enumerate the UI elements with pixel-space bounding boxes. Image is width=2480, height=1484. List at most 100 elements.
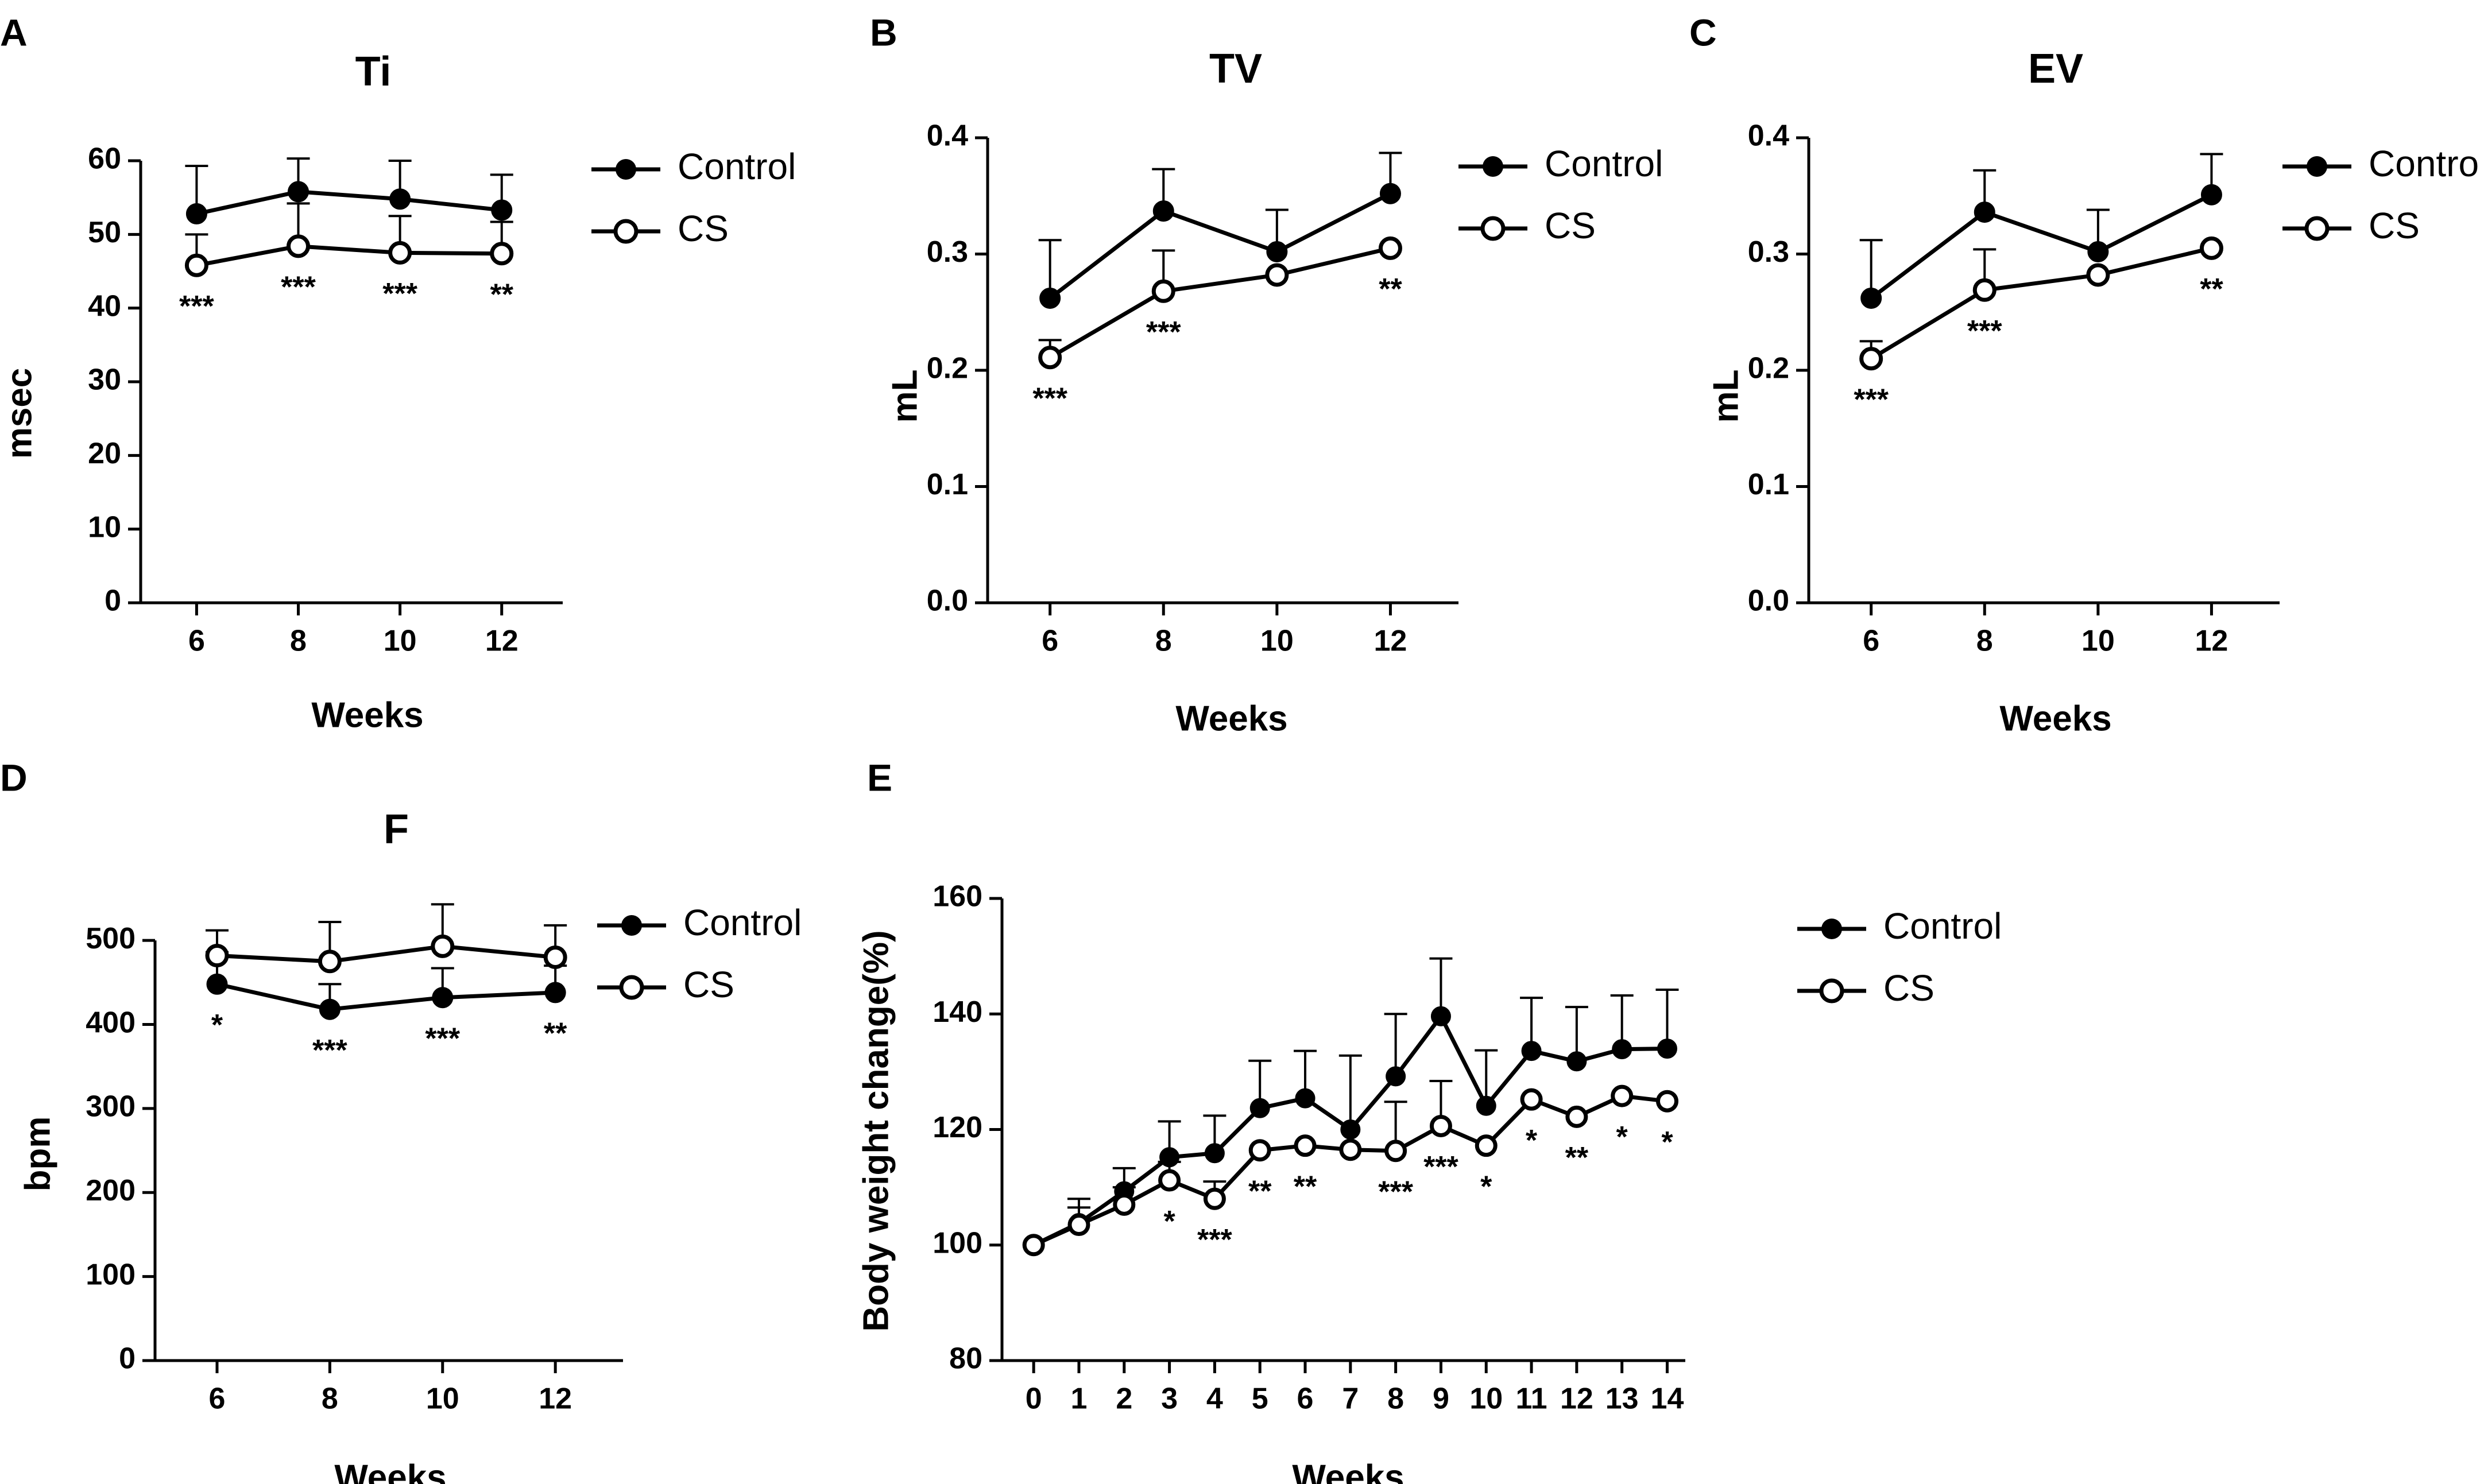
data-point-cs	[1158, 1169, 1181, 1192]
data-point-cs	[1022, 1234, 1045, 1257]
data-point-control	[1386, 1066, 1406, 1087]
significance-marker: ***	[1032, 382, 1067, 415]
data-point-control	[319, 998, 341, 1020]
data-point-control	[288, 181, 309, 203]
chart-title: Ti	[355, 49, 392, 95]
data-point-cs	[1378, 236, 1402, 260]
data-point-control	[1379, 183, 1401, 204]
legend-marker-cs	[619, 975, 644, 1000]
data-point-cs	[1067, 1214, 1090, 1237]
series-line-control	[1049, 192, 1392, 300]
data-point-control	[1159, 1147, 1180, 1168]
data-point-cs	[1611, 1084, 1634, 1107]
x-tick-label: 12	[1374, 625, 1407, 658]
data-point-cs	[1520, 1088, 1543, 1111]
legend-label: Control	[1545, 143, 1663, 184]
x-tick-label: 4	[1206, 1382, 1223, 1416]
x-tick-label: 9	[1433, 1382, 1449, 1416]
legend-marker-control	[621, 915, 642, 936]
panel-label: C	[1689, 11, 1717, 53]
x-tick-label: 2	[1116, 1382, 1132, 1416]
legend-label: CS	[678, 208, 729, 249]
legend-label: CS	[2369, 205, 2420, 246]
x-tick-label: 5	[1252, 1382, 1268, 1416]
panel-label: B	[870, 11, 897, 53]
x-tick-label: 6	[1863, 625, 1879, 658]
y-tick-label: 0.0	[1748, 584, 1789, 618]
data-point-control	[1340, 1119, 1361, 1140]
data-point-control	[1612, 1039, 1632, 1060]
y-tick-label: 0	[105, 584, 121, 618]
x-tick-label: 10	[384, 625, 417, 658]
x-axis-label: Weeks	[1292, 1458, 1404, 1484]
x-axis-label: Weeks	[311, 695, 423, 735]
legend-label: CS	[1545, 205, 1596, 246]
y-tick-label: 0.3	[927, 235, 968, 269]
data-point-control	[1039, 287, 1061, 309]
y-tick-label: 60	[88, 142, 121, 176]
significance-marker: **	[1248, 1175, 1272, 1208]
y-tick-label: 10	[88, 510, 121, 544]
x-tick-label: 6	[209, 1382, 226, 1416]
legend-label: Control	[2369, 143, 2480, 184]
x-tick-label: 12	[2195, 625, 2228, 658]
data-point-control	[1521, 1041, 1542, 1061]
y-axis-label: msec	[0, 368, 39, 459]
y-tick-label: 0.2	[1748, 352, 1789, 385]
legend-label: CS	[1883, 967, 1935, 1009]
data-point-cs	[1265, 263, 1289, 287]
significance-marker: ***	[425, 1022, 460, 1055]
panel-label: E	[867, 756, 892, 799]
significance-marker: ***	[382, 277, 417, 311]
significance-marker: **	[1379, 273, 1402, 306]
significance-marker: ***	[1967, 315, 2002, 348]
x-axis-label: Weeks	[1175, 699, 1287, 738]
series-line-cs	[1870, 246, 2212, 361]
significance-marker: *	[1661, 1126, 1673, 1159]
data-point-control	[185, 203, 207, 224]
data-point-cs	[1038, 346, 1062, 370]
data-point-control	[2200, 184, 2222, 206]
data-point-control	[491, 199, 513, 221]
data-point-cs	[287, 234, 311, 258]
y-tick-label: 160	[933, 880, 982, 913]
significance-marker: **	[2200, 273, 2223, 306]
legend-label: CS	[683, 964, 734, 1005]
data-point-control	[1295, 1088, 1316, 1109]
y-tick-label: 140	[933, 995, 982, 1029]
x-tick-label: 10	[2082, 625, 2115, 658]
legend-label: Control	[678, 146, 796, 187]
data-point-control	[389, 188, 411, 210]
data-point-cs	[388, 241, 412, 265]
data-point-cs	[1972, 278, 1997, 302]
x-tick-label: 3	[1161, 1382, 1178, 1416]
chart-title: EV	[2028, 46, 2083, 92]
x-tick-label: 13	[1605, 1382, 1639, 1416]
significance-marker: *	[211, 1009, 223, 1042]
significance-marker: ***	[1423, 1150, 1458, 1184]
data-point-control	[2087, 241, 2109, 262]
significance-marker: **	[1565, 1141, 1589, 1175]
y-tick-label: 0.0	[927, 584, 968, 618]
data-point-cs	[1565, 1105, 1588, 1128]
data-point-control	[1249, 1098, 1270, 1118]
legend-marker-cs	[1480, 216, 1506, 241]
significance-marker: **	[490, 278, 513, 311]
data-point-cs	[1429, 1114, 1452, 1137]
data-point-cs	[184, 253, 208, 277]
y-tick-label: 300	[86, 1090, 136, 1123]
y-axis-label: bpm	[18, 1117, 57, 1192]
y-tick-label: 120	[933, 1111, 982, 1144]
series-line-control	[1870, 193, 2213, 300]
data-point-cs	[1248, 1139, 1271, 1162]
y-tick-label: 400	[86, 1006, 136, 1039]
x-tick-label: 8	[1155, 625, 1172, 658]
x-tick-label: 8	[322, 1382, 338, 1416]
data-point-control	[1566, 1051, 1587, 1072]
data-point-cs	[1384, 1140, 1407, 1163]
significance-marker: *	[1480, 1170, 1492, 1203]
x-tick-label: 8	[1976, 625, 1993, 658]
significance-marker: *	[1616, 1121, 1628, 1154]
x-tick-label: 6	[1042, 625, 1058, 658]
